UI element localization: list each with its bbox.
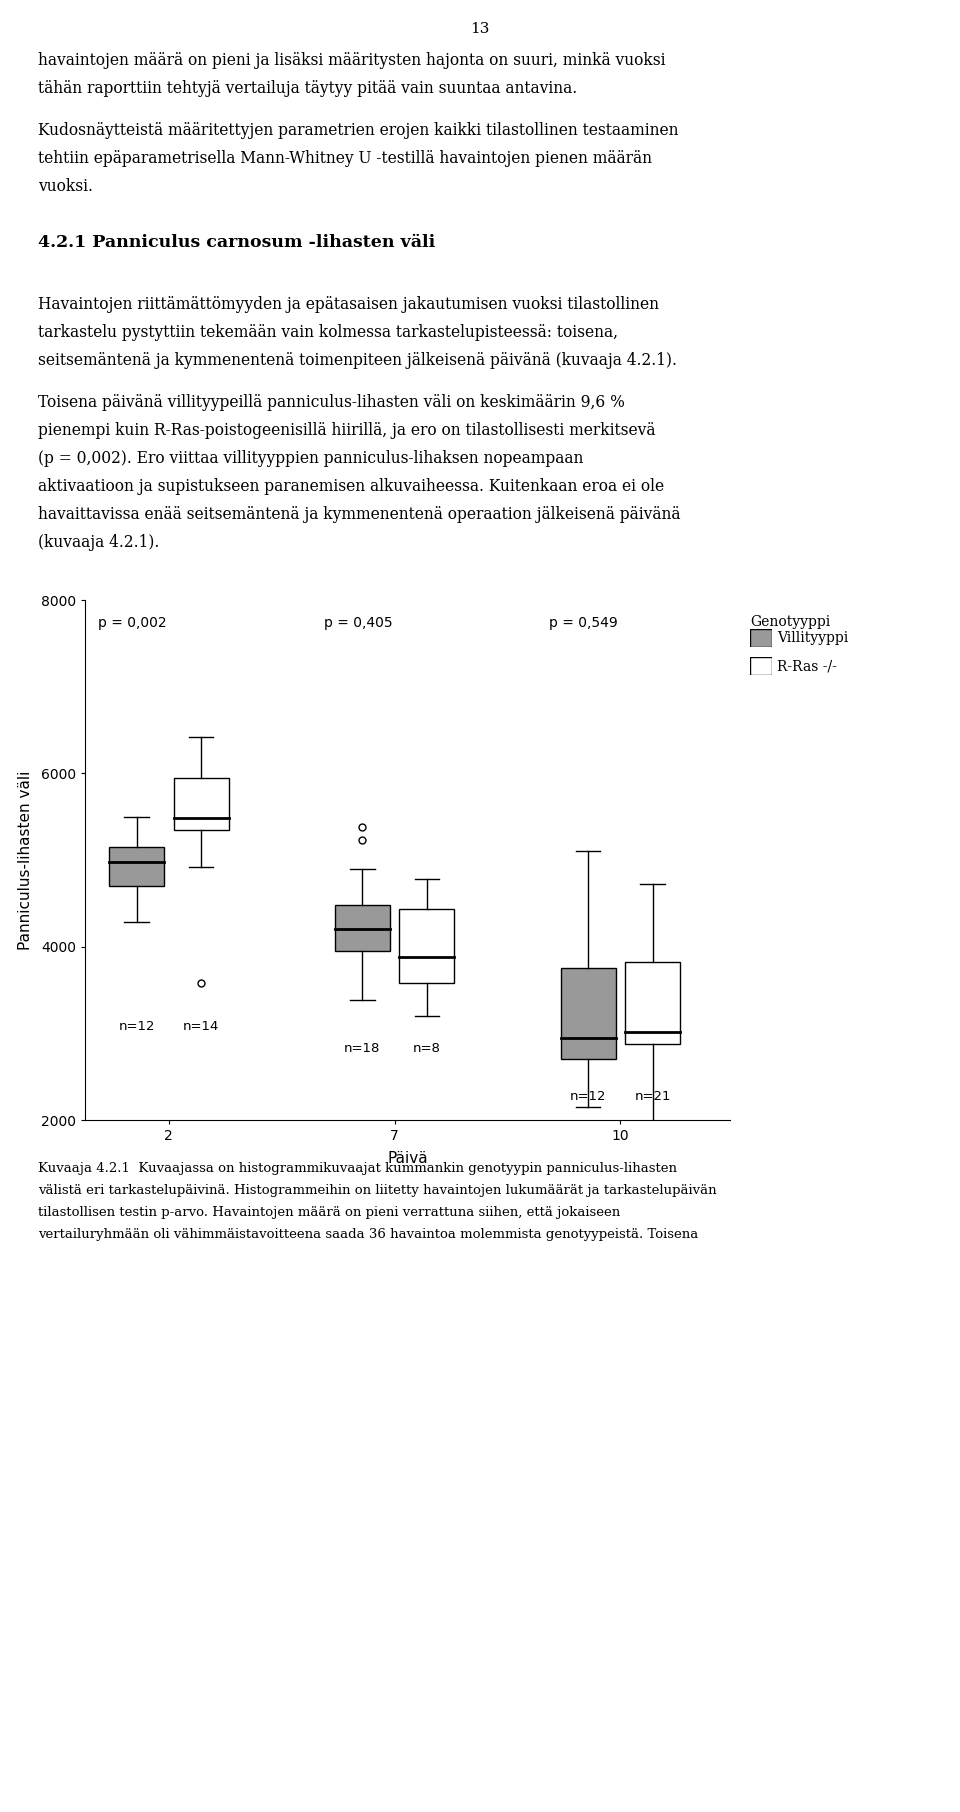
Text: tarkastelu pystyttiin tekemään vain kolmessa tarkastelupisteessä: toisena,: tarkastelu pystyttiin tekemään vain kolm…	[38, 324, 618, 341]
Text: n=12: n=12	[118, 1020, 155, 1033]
Text: aktivaatioon ja supistukseen paranemisen alkuvaiheessa. Kuitenkaan eroa ei ole: aktivaatioon ja supistukseen paranemisen…	[38, 478, 664, 495]
Text: Kuvaaja 4.2.1  Kuvaajassa on histogrammikuvaajat kummankin genotyypin panniculus: Kuvaaja 4.2.1 Kuvaajassa on histogrammik…	[38, 1161, 677, 1174]
Text: Toisena päivänä villityypeillä panniculus-lihasten väli on keskimäärin 9,6 %: Toisena päivänä villityypeillä panniculu…	[38, 393, 625, 411]
Text: vuoksi.: vuoksi.	[38, 178, 93, 196]
Bar	[399, 910, 454, 984]
Text: n=12: n=12	[570, 1089, 607, 1104]
Text: tähän raporttiin tehtyjä vertailuja täytyy pitää vain suuntaa antavina.: tähän raporttiin tehtyjä vertailuja täyt…	[38, 80, 577, 98]
Text: vertailuryhmään oli vähimmäistavoitteena saada 36 havaintoa molemmista genotyype: vertailuryhmään oli vähimmäistavoitteena…	[38, 1229, 698, 1241]
Text: Villityyppi: Villityyppi	[777, 631, 849, 645]
Bar	[335, 904, 390, 951]
Y-axis label: Panniculus-lihasten väli: Panniculus-lihasten väli	[17, 770, 33, 949]
Text: Havaintojen riittämättömyyden ja epätasaisen jakautumisen vuoksi tilastollinen: Havaintojen riittämättömyyden ja epätasa…	[38, 295, 659, 313]
Text: välistä eri tarkastelupäivinä. Histogrammeihin on liitetty havaintojen lukumäärä: välistä eri tarkastelupäivinä. Histogram…	[38, 1183, 716, 1198]
Text: n=18: n=18	[345, 1042, 380, 1055]
Bar	[109, 846, 164, 886]
Text: n=14: n=14	[183, 1020, 219, 1033]
X-axis label: Päivä: Päivä	[387, 1151, 428, 1167]
Text: R-Ras -/-: R-Ras -/-	[777, 660, 837, 672]
Bar	[561, 968, 615, 1060]
Text: Kudosnäytteistä määritettyjen parametrien erojen kaikki tilastollinen testaamine: Kudosnäytteistä määritettyjen parametrie…	[38, 121, 679, 140]
Text: havaittavissa enää seitsemäntenä ja kymmenentenä operaation jälkeisenä päivänä: havaittavissa enää seitsemäntenä ja kymm…	[38, 506, 681, 524]
Text: Genotyyppi: Genotyyppi	[750, 614, 830, 629]
Text: n=8: n=8	[413, 1042, 441, 1055]
Text: p = 0,549: p = 0,549	[549, 616, 618, 629]
Text: p = 0,405: p = 0,405	[324, 616, 393, 629]
Bar	[625, 962, 680, 1044]
Text: tehtiin epäparametrisella Mann-Whitney U -testillä havaintojen pienen määrän: tehtiin epäparametrisella Mann-Whitney U…	[38, 150, 652, 167]
Bar	[174, 777, 228, 830]
Text: 13: 13	[470, 22, 490, 36]
Text: p = 0,002: p = 0,002	[98, 616, 166, 629]
Text: pienempi kuin R-Ras-poistogeenisillä hiirillä, ja ero on tilastollisesti merkits: pienempi kuin R-Ras-poistogeenisillä hii…	[38, 422, 656, 439]
Text: n=21: n=21	[635, 1089, 671, 1104]
Text: tilastollisen testin p-arvo. Havaintojen määrä on pieni verrattuna siihen, että : tilastollisen testin p-arvo. Havaintojen…	[38, 1207, 620, 1219]
Text: (kuvaaja 4.2.1).: (kuvaaja 4.2.1).	[38, 535, 159, 551]
Text: (p = 0,002). Ero viittaa villityyppien panniculus-lihaksen nopeampaan: (p = 0,002). Ero viittaa villityyppien p…	[38, 449, 584, 467]
Text: seitsemäntenä ja kymmenentenä toimenpiteen jälkeisenä päivänä (kuvaaja 4.2.1).: seitsemäntenä ja kymmenentenä toimenpite…	[38, 352, 677, 370]
Text: havaintojen määrä on pieni ja lisäksi määritysten hajonta on suuri, minkä vuoksi: havaintojen määrä on pieni ja lisäksi mä…	[38, 53, 665, 69]
Text: 4.2.1 Panniculus carnosum -lihasten väli: 4.2.1 Panniculus carnosum -lihasten väli	[38, 234, 435, 252]
